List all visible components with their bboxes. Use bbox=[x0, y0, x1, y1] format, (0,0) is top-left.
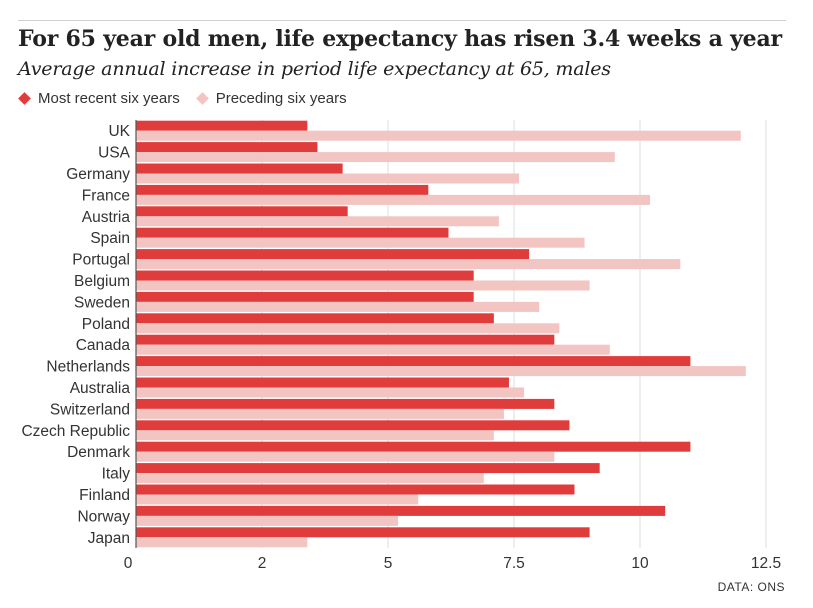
category-label-4: Austria bbox=[82, 209, 131, 226]
x-tick-label-3: 7.5 bbox=[503, 555, 525, 572]
bar-preceding-12 bbox=[136, 387, 525, 398]
category-label-0: UK bbox=[108, 123, 130, 140]
bar-recent-4 bbox=[136, 206, 348, 217]
bar-recent-19 bbox=[136, 527, 590, 538]
category-label-17: Finland bbox=[79, 487, 130, 504]
bar-recent-1 bbox=[136, 142, 318, 153]
chart-subtitle: Average annual increase in period life e… bbox=[18, 58, 611, 80]
bar-recent-18 bbox=[136, 505, 666, 516]
bar-recent-0 bbox=[136, 120, 308, 131]
legend: Most recent six years Preceding six year… bbox=[18, 90, 363, 107]
bar-recent-9 bbox=[136, 313, 494, 324]
category-label-7: Belgium bbox=[74, 273, 130, 290]
bar-preceding-9 bbox=[136, 323, 560, 334]
bar-preceding-2 bbox=[136, 173, 520, 184]
bar-preceding-14 bbox=[136, 430, 494, 441]
category-label-16: Italy bbox=[102, 466, 131, 483]
category-label-3: France bbox=[82, 187, 130, 204]
category-label-12: Australia bbox=[70, 380, 131, 397]
category-label-14: Czech Republic bbox=[21, 423, 130, 440]
category-label-5: Spain bbox=[90, 230, 130, 247]
bar-preceding-1 bbox=[136, 152, 615, 163]
bar-preceding-7 bbox=[136, 280, 590, 291]
bar-preceding-0 bbox=[136, 130, 741, 141]
x-tick-label-5: 12.5 bbox=[751, 555, 781, 572]
bar-preceding-4 bbox=[136, 216, 499, 227]
bar-recent-2 bbox=[136, 163, 343, 174]
bar-preceding-3 bbox=[136, 194, 651, 205]
legend-item-recent: Most recent six years bbox=[18, 90, 180, 107]
bar-recent-3 bbox=[136, 184, 429, 195]
bar-preceding-5 bbox=[136, 237, 585, 248]
bar-preceding-13 bbox=[136, 408, 504, 419]
chart-title: For 65 year old men, life expectancy has… bbox=[18, 26, 782, 52]
bar-recent-5 bbox=[136, 227, 449, 238]
bar-preceding-15 bbox=[136, 451, 555, 462]
bar-preceding-18 bbox=[136, 515, 399, 526]
category-label-8: Sweden bbox=[74, 294, 130, 311]
source-note: DATA: ONS bbox=[717, 580, 785, 594]
bar-recent-17 bbox=[136, 484, 575, 495]
bar-recent-7 bbox=[136, 270, 474, 281]
category-label-9: Poland bbox=[82, 316, 130, 333]
bar-preceding-11 bbox=[136, 366, 746, 377]
category-label-6: Portugal bbox=[72, 252, 130, 269]
category-label-13: Switzerland bbox=[50, 401, 130, 418]
x-tick-label-4: 10 bbox=[631, 555, 649, 572]
bar-recent-15 bbox=[136, 441, 691, 452]
legend-label-recent: Most recent six years bbox=[38, 90, 180, 107]
legend-item-preceding: Preceding six years bbox=[195, 90, 347, 107]
category-label-1: USA bbox=[98, 145, 131, 162]
bar-recent-11 bbox=[136, 356, 691, 367]
bar-preceding-17 bbox=[136, 494, 419, 505]
bar-recent-6 bbox=[136, 249, 530, 260]
category-label-10: Canada bbox=[76, 337, 131, 354]
category-label-11: Netherlands bbox=[46, 359, 130, 376]
bar-preceding-19 bbox=[136, 537, 308, 548]
bar-recent-13 bbox=[136, 398, 555, 409]
bar-recent-10 bbox=[136, 334, 555, 345]
bar-recent-12 bbox=[136, 377, 509, 388]
legend-label-preceding: Preceding six years bbox=[215, 90, 347, 107]
x-tick-label-1: 2 bbox=[258, 555, 267, 572]
category-label-18: Norway bbox=[77, 508, 130, 525]
x-tick-label-2: 5 bbox=[384, 555, 393, 572]
top-rule bbox=[18, 20, 786, 21]
bar-preceding-6 bbox=[136, 259, 681, 270]
bar-preceding-16 bbox=[136, 473, 484, 484]
category-label-15: Denmark bbox=[67, 444, 130, 461]
category-label-19: Japan bbox=[88, 530, 130, 547]
bar-recent-8 bbox=[136, 291, 474, 302]
bar-preceding-10 bbox=[136, 344, 610, 355]
bar-preceding-8 bbox=[136, 301, 540, 312]
bar-recent-14 bbox=[136, 420, 570, 431]
category-label-2: Germany bbox=[66, 166, 130, 183]
bar-recent-16 bbox=[136, 463, 600, 474]
x-tick-label-0: 0 bbox=[124, 555, 133, 572]
